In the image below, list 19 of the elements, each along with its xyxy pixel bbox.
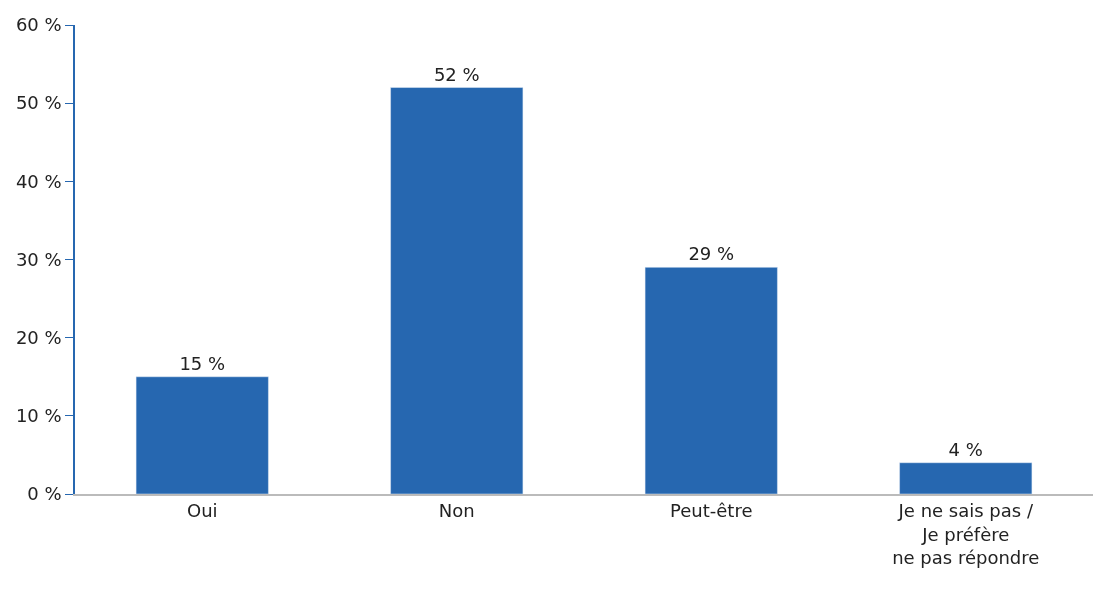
y-tick-label: 0 % xyxy=(27,483,62,505)
y-tick-label: 20 % xyxy=(15,326,62,348)
data-label: 15 % xyxy=(179,352,226,374)
y-tick-label: 50 % xyxy=(15,92,62,114)
bar xyxy=(644,267,778,494)
x-tick-label: Je ne sais pas / Je préfère ne pas répondre xyxy=(892,500,1040,569)
y-tick-label: 30 % xyxy=(15,248,62,270)
y-tick-label: 40 % xyxy=(15,170,62,192)
x-tick-label: Non xyxy=(438,500,475,522)
bar xyxy=(135,376,269,494)
data-label: 4 % xyxy=(948,438,983,460)
x-tick-label: Oui xyxy=(186,500,218,522)
bar xyxy=(899,462,1033,494)
data-label: 29 % xyxy=(688,243,735,265)
y-tick-label: 10 % xyxy=(15,405,62,427)
y-tick-label: 60 % xyxy=(15,14,62,36)
bar xyxy=(390,87,524,494)
data-label: 52 % xyxy=(433,63,480,85)
x-tick-label: Peut-être xyxy=(670,500,753,522)
